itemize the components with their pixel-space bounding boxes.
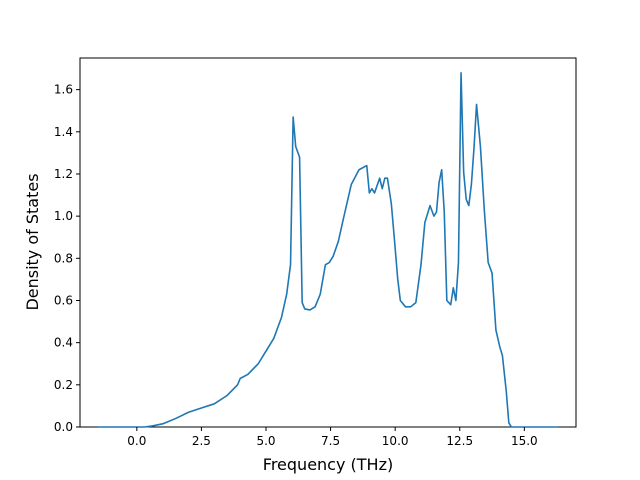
plot-area	[79, 57, 577, 428]
x-tick-label: 15.0	[511, 434, 538, 448]
x-axis-label: Frequency (THz)	[263, 455, 393, 474]
axes-frame	[79, 57, 577, 428]
x-tick-label: 5.0	[256, 434, 275, 448]
y-tick-label: 0.4	[54, 336, 73, 350]
y-tick-label: 1.6	[54, 83, 73, 97]
y-tick-label: 0.6	[54, 293, 73, 307]
y-tick-label: 1.4	[54, 125, 73, 139]
y-axis-ticks: 0.0 0.2 0.4 0.6 0.8 1.0 1.2 1.4 1.6	[54, 83, 80, 434]
x-tick-label: 10.0	[382, 434, 409, 448]
x-tick-label: 2.5	[192, 434, 211, 448]
x-tick-label: 12.5	[446, 434, 473, 448]
x-tick-label: 0.0	[127, 434, 146, 448]
y-tick-label: 0.2	[54, 378, 73, 392]
x-tick-label: 7.5	[321, 434, 340, 448]
y-tick-label: 1.0	[54, 209, 73, 223]
y-tick-label: 0.0	[54, 420, 73, 434]
dos-series-line	[98, 71, 558, 428]
x-axis-ticks: 0.0 2.5 5.0 7.5 10.0 12.5 15.0	[127, 427, 538, 448]
y-axis-label: Density of States	[23, 173, 42, 310]
y-tick-label: 0.8	[54, 251, 73, 265]
y-tick-label: 1.2	[54, 167, 73, 181]
